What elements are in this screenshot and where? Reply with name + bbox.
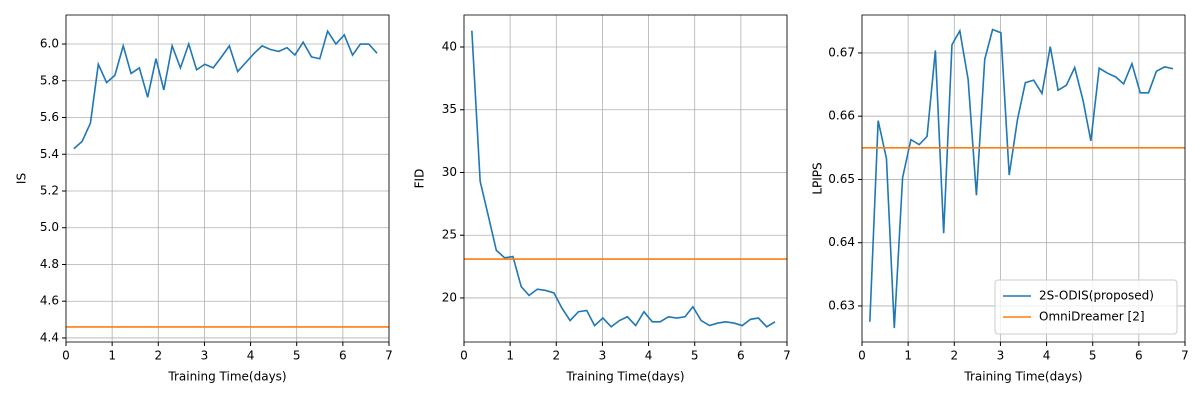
y-tick-label: 5.8 xyxy=(40,73,59,87)
x-tick-label: 7 xyxy=(385,349,393,363)
y-tick-label: 5.6 xyxy=(40,110,59,124)
x-tick-label: 2 xyxy=(950,349,958,363)
y-tick-label: 0.65 xyxy=(828,172,855,186)
x-tick-label: 0 xyxy=(460,349,468,363)
x-axis-label: Training Time(days) xyxy=(167,370,286,384)
x-tick-label: 5 xyxy=(1089,349,1097,363)
data-line xyxy=(471,30,776,328)
axes-frame xyxy=(463,14,788,343)
y-tick-label: 35 xyxy=(442,102,457,116)
x-tick-label: 6 xyxy=(339,349,347,363)
x-tick-label: 7 xyxy=(1181,349,1189,363)
y-tick-label: 5.4 xyxy=(40,147,59,161)
x-tick-label: 3 xyxy=(997,349,1005,363)
legend-box xyxy=(994,279,1178,335)
y-tick-label: 5.0 xyxy=(40,220,59,234)
x-tick-label: 3 xyxy=(201,349,209,363)
x-tick-label: 5 xyxy=(293,349,301,363)
y-tick-label: 25 xyxy=(442,228,457,242)
x-tick-label: 2 xyxy=(552,349,560,363)
x-tick-label: 5 xyxy=(691,349,699,363)
y-tick-label: 6.0 xyxy=(40,37,59,51)
data-line xyxy=(869,28,1174,329)
y-tick-label: 0.66 xyxy=(828,109,855,123)
y-tick-label: 4.8 xyxy=(40,257,59,271)
x-axis-label: Training Time(days) xyxy=(565,370,684,384)
y-axis-label: FID xyxy=(413,169,427,189)
y-axis-label: IS xyxy=(15,173,29,184)
legend-label: OmniDreamer [2] xyxy=(1039,310,1145,324)
y-tick-label: 0.64 xyxy=(828,235,855,249)
y-axis-label: LPIPS xyxy=(811,162,825,194)
x-tick-label: 1 xyxy=(506,349,514,363)
y-tick-label: 4.4 xyxy=(40,330,59,344)
y-tick-label: 0.63 xyxy=(828,298,855,312)
x-tick-label: 6 xyxy=(1135,349,1143,363)
panel: 0 1 2 3 4 5 6 7 20 25 30 35 40 Training Time(days) FID xyxy=(413,14,791,384)
y-tick-label: 0.67 xyxy=(828,45,855,59)
x-tick-label: 2 xyxy=(154,349,162,363)
x-tick-label: 4 xyxy=(1043,349,1051,363)
x-tick-label: 7 xyxy=(783,349,791,363)
x-tick-label: 4 xyxy=(645,349,653,363)
y-tick-label: 20 xyxy=(442,290,457,304)
y-tick-label: 40 xyxy=(442,39,457,53)
panel: 0 1 2 3 4 5 6 7 0.63 0.64 0.65 0.66 0.67 Training Tim… xyxy=(811,14,1189,384)
y-tick-label: 30 xyxy=(442,165,457,179)
x-axis-label: Training Time(days) xyxy=(963,370,1082,384)
x-tick-label: 1 xyxy=(108,349,116,363)
axes-frame xyxy=(861,14,1186,343)
y-tick-label: 4.6 xyxy=(40,294,59,308)
y-tick-label: 5.2 xyxy=(40,183,59,197)
data-line xyxy=(73,29,378,150)
x-tick-label: 6 xyxy=(737,349,745,363)
x-tick-label: 0 xyxy=(62,349,70,363)
panel: 0 1 2 3 4 5 6 7 4.4 4.6 4.8 5.0 5.2 5.4 5.6 5.8 6.0 Train… xyxy=(15,14,393,384)
x-tick-label: 0 xyxy=(858,349,866,363)
x-tick-label: 3 xyxy=(599,349,607,363)
x-tick-label: 1 xyxy=(904,349,912,363)
axes-frame xyxy=(65,14,390,343)
x-tick-label: 4 xyxy=(247,349,255,363)
legend-label: 2S-ODIS(proposed) xyxy=(1039,289,1154,303)
